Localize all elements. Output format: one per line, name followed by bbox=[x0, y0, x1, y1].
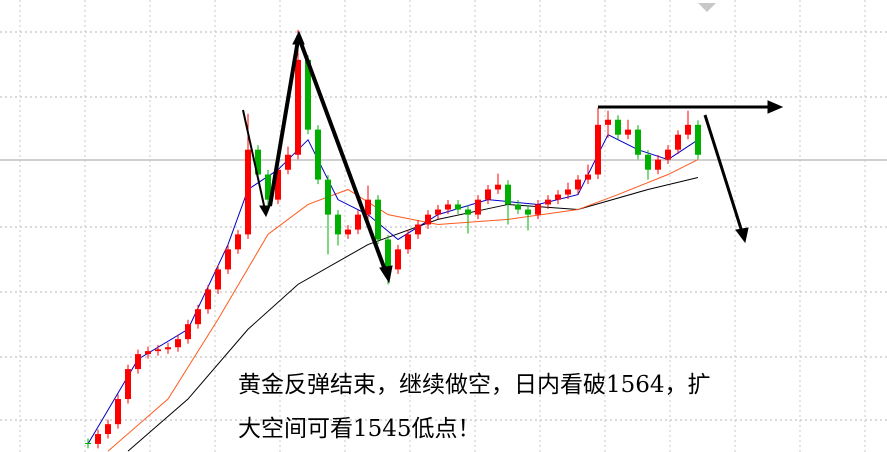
candle-body bbox=[225, 249, 231, 270]
candle-body bbox=[265, 174, 271, 200]
candle-body bbox=[605, 119, 611, 125]
candle-body bbox=[455, 204, 461, 210]
candle-body bbox=[205, 289, 211, 310]
candle-body bbox=[445, 204, 451, 210]
candle-body bbox=[115, 399, 121, 425]
candle-body bbox=[525, 209, 531, 215]
candle-body bbox=[565, 189, 571, 195]
candle-body bbox=[235, 234, 241, 250]
candle-body bbox=[125, 369, 131, 400]
candle-body bbox=[385, 239, 391, 270]
candle-body bbox=[465, 209, 471, 215]
candle-body bbox=[535, 204, 541, 215]
candle-body bbox=[345, 229, 351, 235]
candle-body bbox=[635, 129, 641, 155]
candle-body bbox=[95, 434, 101, 444]
annotation-line: 黄金反弹结束，继续做空，日内看破1564，扩 bbox=[238, 372, 711, 398]
candle-body bbox=[435, 209, 441, 215]
candle-body bbox=[145, 351, 151, 355]
candle-body bbox=[255, 149, 261, 175]
candle-body bbox=[135, 354, 141, 370]
candle-body bbox=[215, 269, 221, 290]
candle-body bbox=[245, 149, 251, 235]
candle-body bbox=[405, 234, 411, 250]
candle-body bbox=[595, 124, 601, 175]
candle-body bbox=[685, 124, 691, 135]
candle-body bbox=[645, 154, 651, 170]
candle-body bbox=[315, 129, 321, 180]
candle-body bbox=[495, 184, 501, 190]
moving-average bbox=[127, 177, 699, 452]
corner-marker bbox=[698, 3, 716, 12]
candle-body bbox=[425, 214, 431, 225]
candle-body bbox=[155, 349, 161, 352]
candle-body bbox=[475, 199, 481, 215]
candle-body bbox=[555, 194, 561, 200]
candle-body bbox=[365, 199, 371, 215]
candle-body bbox=[175, 339, 181, 348]
candle-body bbox=[545, 199, 551, 205]
candle-body bbox=[695, 124, 701, 155]
arrows bbox=[242, 30, 784, 284]
candle-body bbox=[105, 424, 111, 435]
candle-body bbox=[355, 214, 361, 230]
candle-body bbox=[285, 154, 291, 170]
candle-body bbox=[375, 199, 381, 240]
moving-average bbox=[107, 159, 699, 452]
candle-body bbox=[615, 119, 621, 135]
candle-body bbox=[395, 249, 401, 270]
candle-body bbox=[165, 347, 171, 350]
candle-body bbox=[325, 179, 331, 215]
annotation-line: 大空间可看1545低点！ bbox=[238, 416, 481, 442]
candle-body bbox=[335, 214, 341, 235]
candle-body bbox=[195, 309, 201, 325]
candle-body bbox=[665, 149, 671, 160]
candle-body bbox=[585, 174, 591, 180]
candle-body bbox=[515, 204, 521, 210]
candle-body bbox=[505, 184, 511, 205]
moving-averages bbox=[87, 134, 699, 452]
candle-body bbox=[85, 443, 91, 445]
candles bbox=[85, 29, 701, 449]
candle-body bbox=[575, 179, 581, 190]
candle-body bbox=[415, 224, 421, 235]
candle-body bbox=[305, 59, 311, 130]
candle-body bbox=[625, 129, 631, 135]
moving-average bbox=[87, 134, 699, 445]
candle-body bbox=[275, 169, 281, 200]
candle-body bbox=[675, 134, 681, 150]
candle-body bbox=[295, 59, 301, 155]
candle-body bbox=[485, 189, 491, 200]
candle-body bbox=[185, 324, 191, 340]
candle-body bbox=[655, 159, 661, 170]
